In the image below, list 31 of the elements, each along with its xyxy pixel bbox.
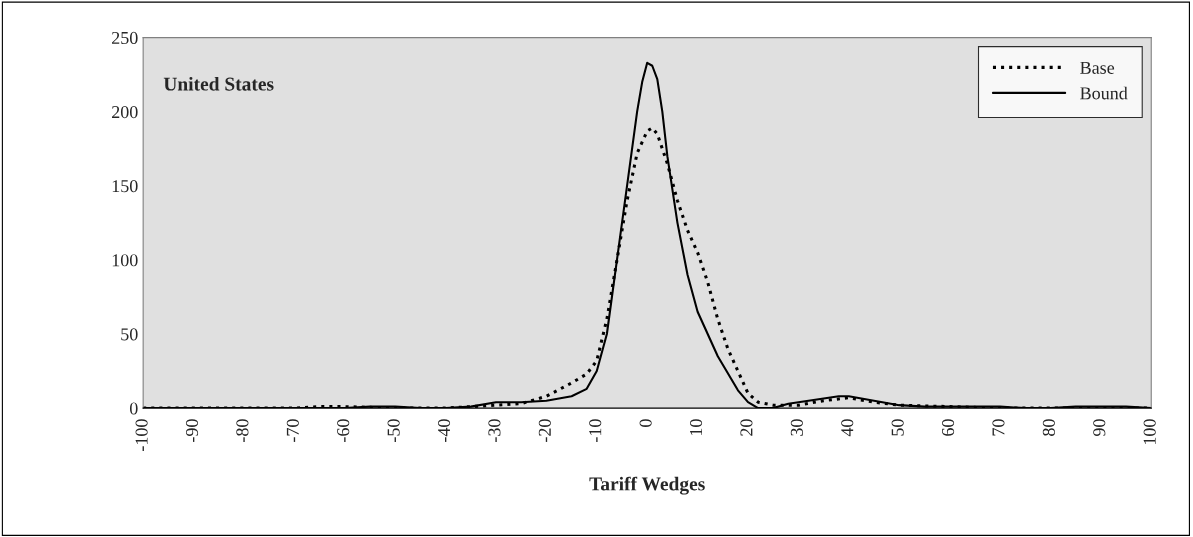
x-tick-label: -80: [236, 419, 249, 442]
legend-label: Bound: [1080, 86, 1128, 100]
y-tick-label: 250: [112, 31, 138, 45]
x-tick-label: 10: [689, 419, 703, 435]
y-tick-label: 100: [112, 254, 138, 267]
x-tick-label: 50: [891, 419, 904, 436]
x-tick-label: 70: [992, 419, 1005, 436]
x-axis-title: Tariff Wedges: [589, 476, 705, 495]
annotation: United States: [163, 76, 274, 91]
x-tick-label: -50: [387, 419, 400, 442]
x-tick-label: 20: [740, 419, 753, 436]
x-tick-label: -10: [589, 419, 602, 442]
x-tick-label: 40: [841, 419, 854, 437]
x-tick-label: 80: [1042, 419, 1055, 436]
x-tick-label: -60: [337, 419, 350, 442]
x-tick-label: 100: [1143, 419, 1156, 445]
x-tick-label: -100: [135, 419, 148, 451]
legend-label: Base: [1080, 61, 1115, 74]
y-tick-label: 150: [112, 180, 138, 193]
x-tick-label: -70: [286, 419, 299, 442]
x-tick-label: 90: [1093, 419, 1106, 437]
y-tick-label: 200: [112, 105, 138, 119]
x-tick-label: 60: [941, 419, 955, 436]
x-tick-label: -40: [437, 419, 451, 442]
y-tick-label: 0: [129, 402, 138, 415]
x-tick-label: -30: [488, 419, 501, 442]
x-tick-label: 0: [639, 419, 652, 427]
x-tick-label: -20: [538, 419, 551, 442]
y-tick-label: 50: [121, 328, 138, 341]
x-tick-label: -90: [185, 419, 199, 442]
x-tick-label: 30: [790, 419, 803, 436]
